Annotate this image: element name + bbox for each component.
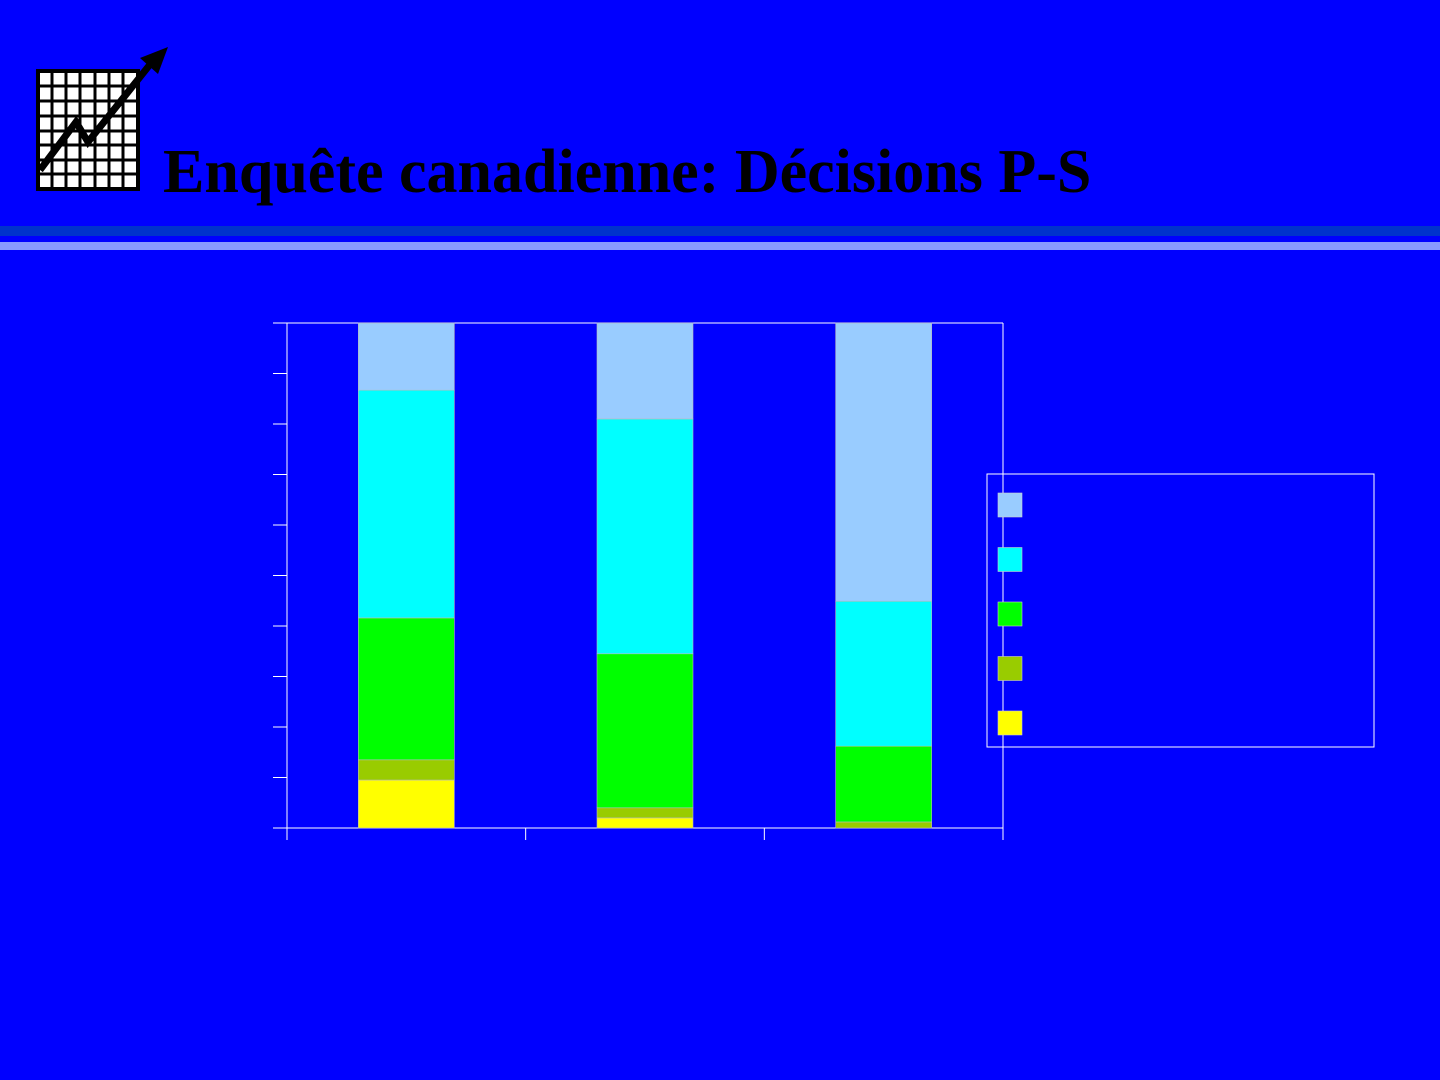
legend-swatch — [997, 492, 1023, 518]
legend-swatch — [997, 656, 1023, 681]
bar-segment — [835, 745, 932, 823]
bar-segment — [596, 807, 694, 819]
bar-segment — [358, 617, 455, 761]
bar-segment — [596, 418, 694, 655]
divider — [0, 226, 1440, 236]
bar-segment — [358, 779, 455, 829]
bar-segment — [596, 322, 694, 420]
legend-swatch — [997, 710, 1023, 736]
bar-segment — [358, 322, 455, 391]
bar-segment — [596, 653, 694, 809]
divider — [0, 242, 1440, 250]
legend-swatch — [997, 601, 1023, 627]
bar-segment — [358, 759, 455, 781]
bar-segment — [835, 322, 932, 602]
bar-segment — [596, 817, 694, 829]
slide-title: Enquête canadienne: Décisions P-S — [163, 138, 1091, 206]
legend-swatch — [997, 547, 1023, 572]
logo-icon — [36, 47, 168, 191]
bar-segment — [358, 389, 455, 619]
bar-segment — [835, 600, 932, 747]
legend-box — [986, 473, 1375, 748]
bar-segment — [835, 821, 932, 829]
